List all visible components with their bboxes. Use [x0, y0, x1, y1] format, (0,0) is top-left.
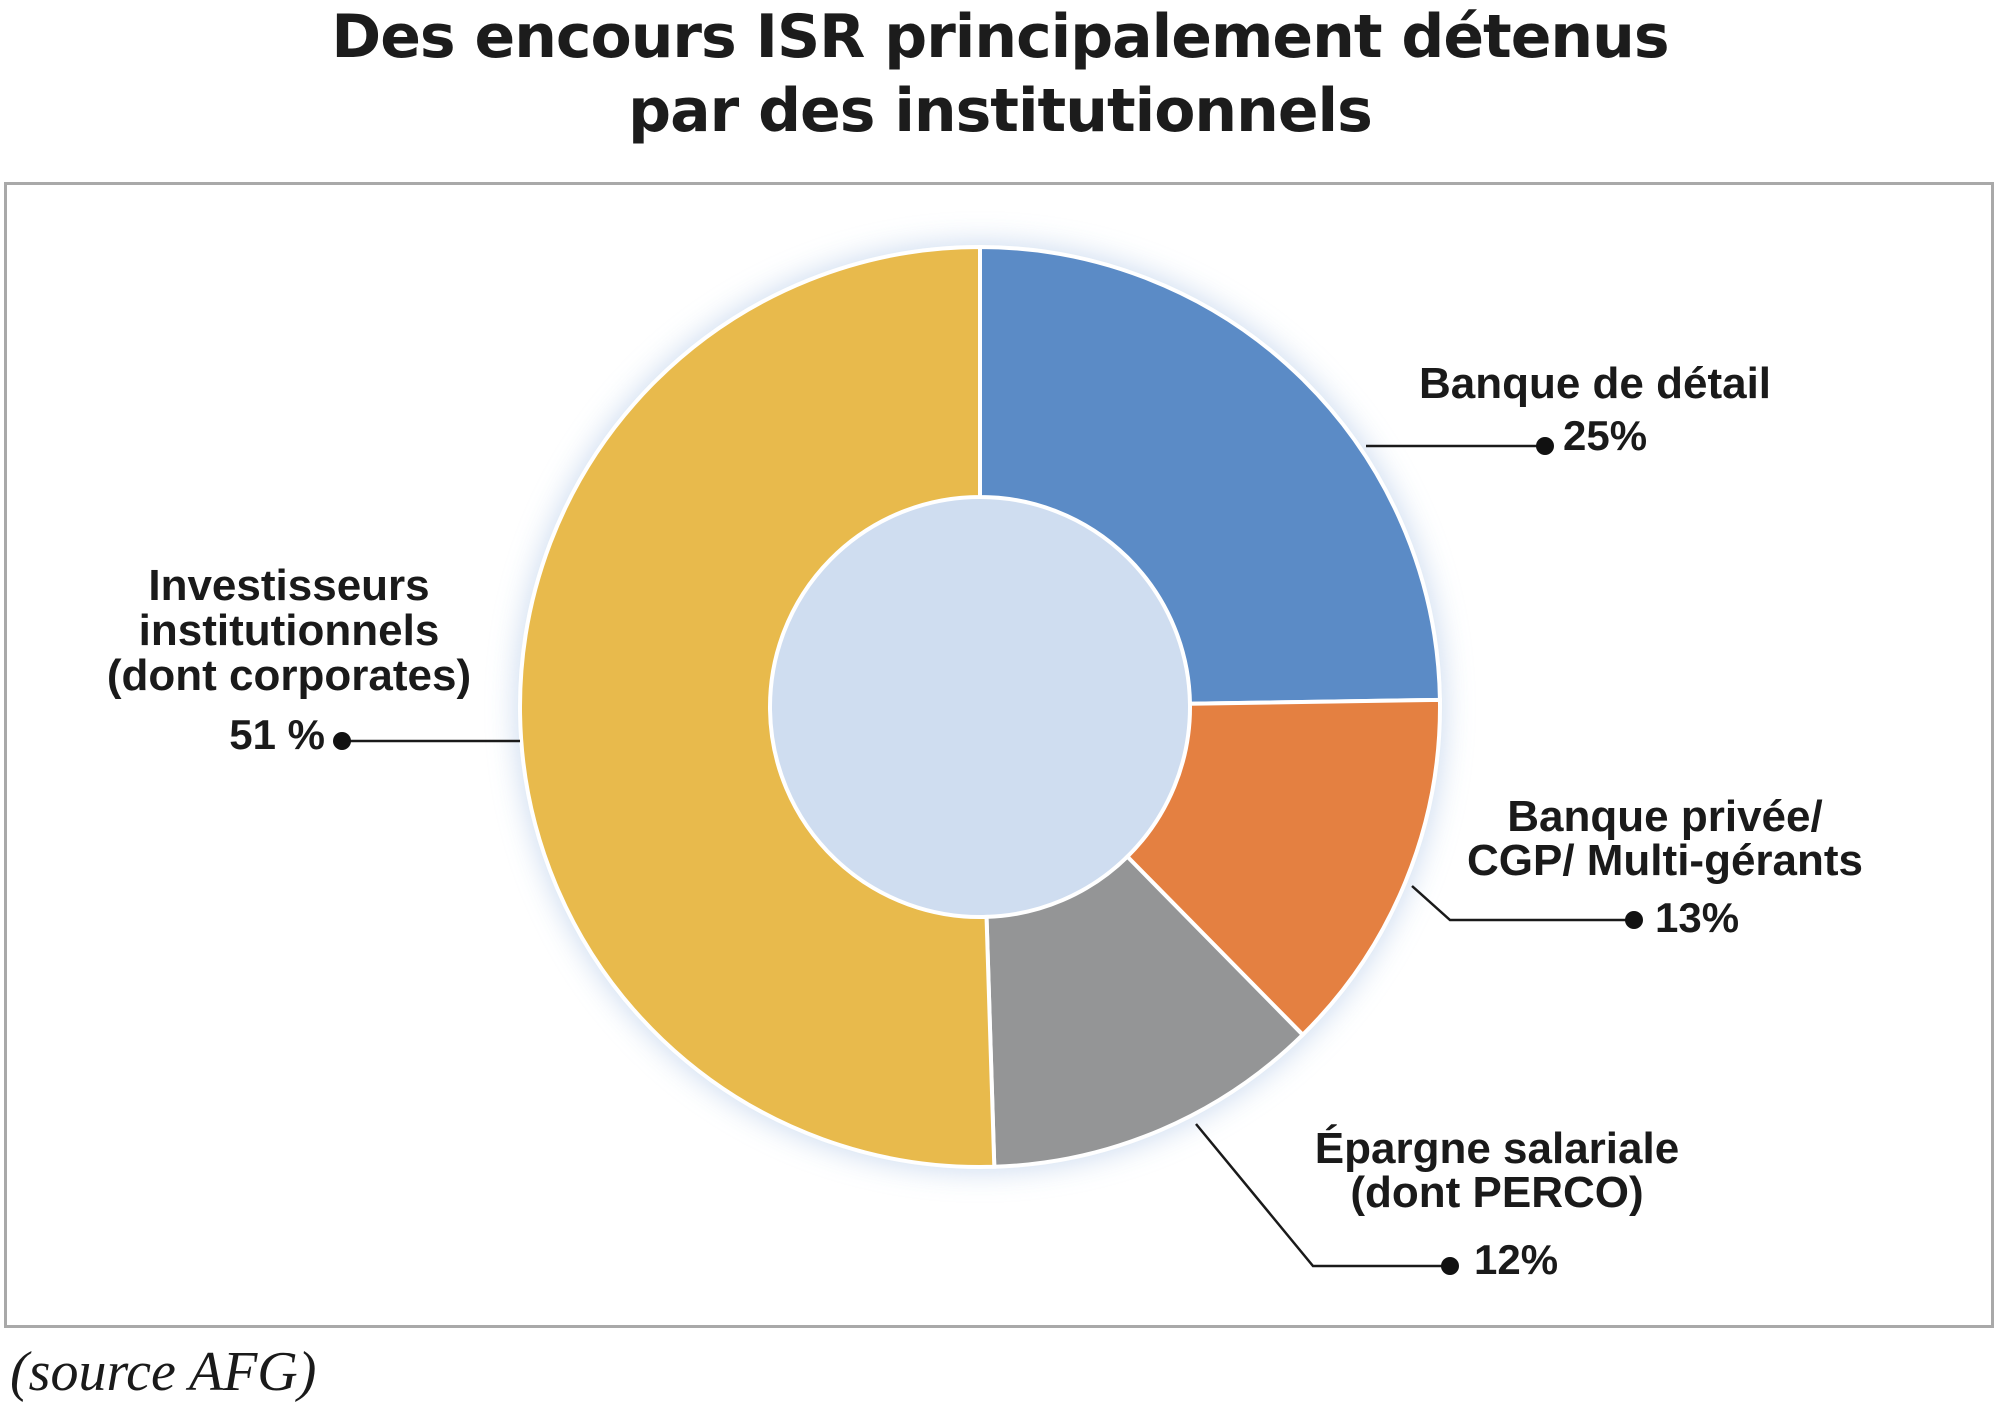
- chart-title-line-2: par des institutionnels: [628, 76, 1373, 146]
- donut-slice-2: [984, 853, 1306, 1169]
- slice-label-1-line-0: Banque privée/: [1507, 792, 1822, 841]
- leader-line-2: [1195, 1123, 1450, 1268]
- slice-label-3-line-1: institutionnels: [139, 606, 440, 655]
- slice-label-2-line-0: Épargne salariale: [1315, 1123, 1679, 1173]
- donut-slice-1: [1124, 697, 1442, 1038]
- slice-value-label-1: 13%: [1655, 894, 1739, 941]
- leader-dot-1: [1625, 911, 1643, 929]
- slice-value-label-3: 51 %: [229, 711, 325, 758]
- leader-dot-3: [333, 732, 351, 750]
- donut-slice-3: [518, 244, 997, 1169]
- slice-value-label-2: 12%: [1474, 1236, 1558, 1283]
- chart-title: Des encours ISR principalement détenus p…: [0, 0, 2000, 148]
- slice-label-3-line-2: (dont corporates): [107, 651, 471, 700]
- chart-title-line-1: Des encours ISR principalement détenus: [331, 2, 1669, 72]
- slice-value-label-0: 25%: [1563, 412, 1647, 459]
- donut-slice-0: [978, 244, 1442, 706]
- leader-dot-2: [1441, 1257, 1459, 1275]
- slice-label-2-line-1: (dont PERCO): [1350, 1168, 1643, 1217]
- slice-label-3-line-0: Investisseurs: [148, 561, 429, 610]
- source-note: (source AFG): [10, 1341, 317, 1403]
- leader-dot-0: [1536, 437, 1554, 455]
- leader-line-1: [1411, 885, 1634, 922]
- slice-label-0-line-0: Banque de détail: [1419, 359, 1771, 408]
- chart-frame: [4, 182, 1994, 1328]
- slice-label-1-line-1: CGP/ Multi-gérants: [1467, 836, 1863, 885]
